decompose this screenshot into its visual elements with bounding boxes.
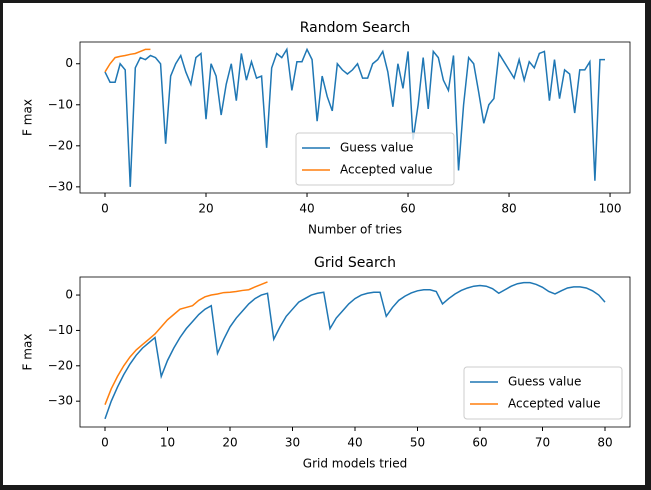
data-line: [104, 47, 605, 187]
data-line: [104, 281, 268, 405]
y-tick-label: 0: [65, 56, 73, 70]
y-tick-label: 0: [65, 288, 73, 302]
chart-title: Random Search: [300, 20, 411, 36]
x-tick-label: 0: [101, 202, 109, 216]
x-tick-label: 20: [222, 436, 237, 450]
y-axis-label: F max: [21, 99, 35, 136]
legend-box: [295, 132, 455, 186]
legend-box: [463, 366, 623, 420]
x-tick-label: 10: [160, 436, 175, 450]
axes-frame: [79, 41, 631, 194]
y-tick-label: −30: [48, 179, 73, 193]
x-tick-label: 60: [472, 436, 487, 450]
data-line: [104, 48, 151, 73]
y-tick-label: −20: [48, 358, 73, 372]
x-tick-label: 0: [101, 436, 109, 450]
x-axis-label: Number of tries: [308, 223, 402, 237]
legend-label: Accepted value: [340, 163, 433, 177]
data-line: [104, 281, 606, 420]
x-tick-label: 30: [285, 436, 300, 450]
x-tick-label: 80: [501, 202, 516, 216]
legend-label: Guess value: [340, 141, 413, 155]
x-tick-label: 80: [597, 436, 612, 450]
y-axis-label: F max: [21, 334, 35, 371]
y-tick-label: −10: [48, 97, 73, 111]
x-tick-label: 40: [347, 436, 362, 450]
y-tick-label: −10: [48, 323, 73, 337]
x-tick-label: 100: [599, 202, 622, 216]
chart-title: Grid Search: [314, 255, 396, 271]
x-tick-label: 60: [400, 202, 415, 216]
x-tick-label: 20: [198, 202, 213, 216]
y-tick-label: −20: [48, 138, 73, 152]
legend-label: Guess value: [508, 375, 581, 389]
legend-label: Accepted value: [508, 397, 601, 411]
axes-frame: [79, 276, 631, 428]
y-tick-label: −30: [48, 394, 73, 408]
x-tick-label: 50: [410, 436, 425, 450]
x-axis-label: Grid models tried: [303, 457, 407, 471]
x-tick-label: 40: [299, 202, 314, 216]
x-tick-label: 70: [535, 436, 550, 450]
